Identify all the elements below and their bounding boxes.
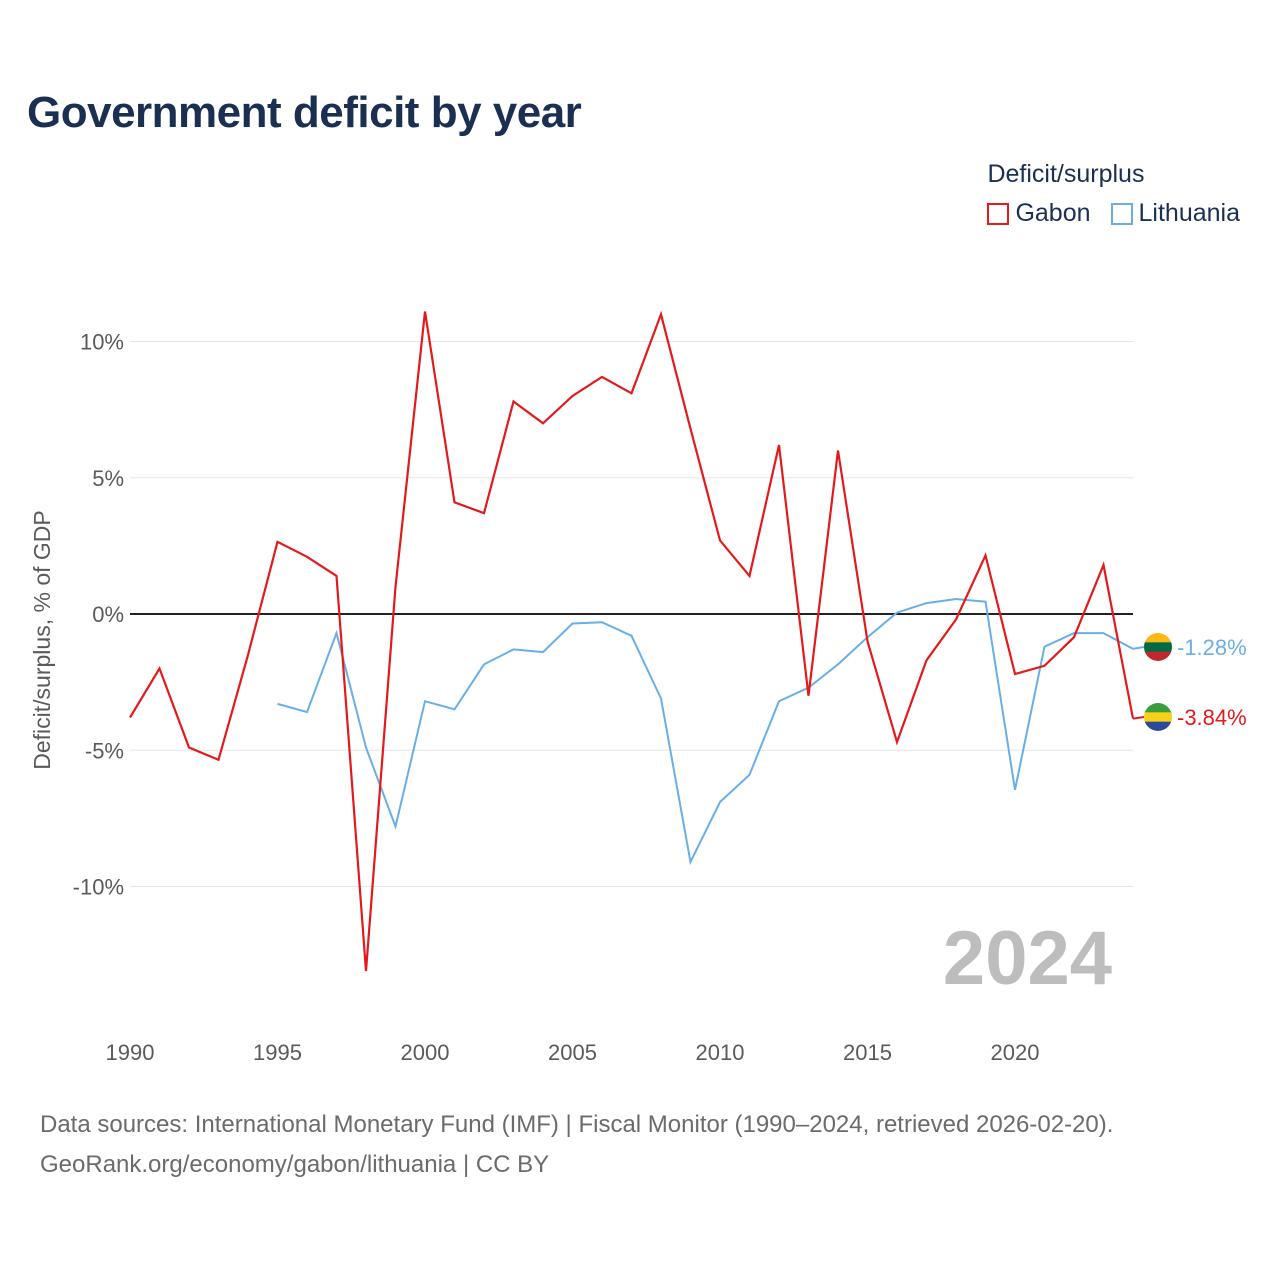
y-tick-label: 0%	[92, 602, 124, 627]
x-tick-label: 2000	[401, 1040, 450, 1065]
end-label-gabon: -3.84%	[1177, 705, 1247, 730]
legend-title: Deficit/surplus	[987, 160, 1145, 188]
legend-label-lithuania: Lithuania	[1138, 199, 1240, 227]
sources-line-1: Data sources: International Monetary Fun…	[40, 1111, 1114, 1138]
sources-footer: Data sources: International Monetary Fun…	[40, 1105, 1113, 1185]
x-tick-label: 2020	[991, 1040, 1040, 1065]
end-label-lithuania: -1.28%	[1177, 635, 1247, 660]
x-tick-label: 1990	[106, 1040, 155, 1065]
gridlines	[130, 341, 1133, 887]
x-tick-label: 1995	[253, 1040, 302, 1065]
legend-item-lithuania[interactable]: Lithuania	[1110, 199, 1240, 228]
x-axis-ticks: 1990 1995 2000 2005 2010 2015 2020	[106, 1040, 1040, 1065]
end-label-connector	[1132, 646, 1145, 650]
y-tick-label: -5%	[85, 738, 124, 763]
series-line-gabon[interactable]	[129, 310, 1135, 972]
chart-title: Government deficit by year	[27, 88, 582, 137]
series-line-lithuania[interactable]	[277, 597, 1134, 866]
y-axis-title: Deficit/surplus, % of GDP	[29, 510, 55, 769]
x-tick-label: 2005	[548, 1040, 597, 1065]
sources-line-2: GeoRank.org/economy/gabon/lithuania | CC…	[40, 1151, 550, 1178]
legend: Deficit/surplus Gabon Lithuania	[987, 160, 1240, 228]
flag-lithuania-icon	[1144, 633, 1172, 661]
year-watermark: 2024	[943, 916, 1112, 1001]
legend-swatch-gabon	[987, 202, 1010, 225]
y-axis-ticks: 10% 5% 0% -5% -10%	[73, 330, 124, 900]
legend-item-gabon[interactable]: Gabon	[987, 199, 1091, 228]
end-label-connector	[1132, 716, 1145, 720]
y-tick-label: -10%	[73, 875, 124, 900]
series	[129, 310, 1135, 972]
end-labels: -3.84% -1.28%	[1132, 633, 1247, 731]
x-tick-label: 2010	[696, 1040, 745, 1065]
y-tick-label: 5%	[92, 466, 124, 491]
legend-label-gabon: Gabon	[1015, 199, 1091, 227]
flag-gabon-icon	[1144, 703, 1172, 731]
x-tick-label: 2015	[843, 1040, 892, 1065]
y-tick-label: 10%	[80, 330, 124, 355]
legend-swatch-lithuania	[1110, 202, 1133, 225]
